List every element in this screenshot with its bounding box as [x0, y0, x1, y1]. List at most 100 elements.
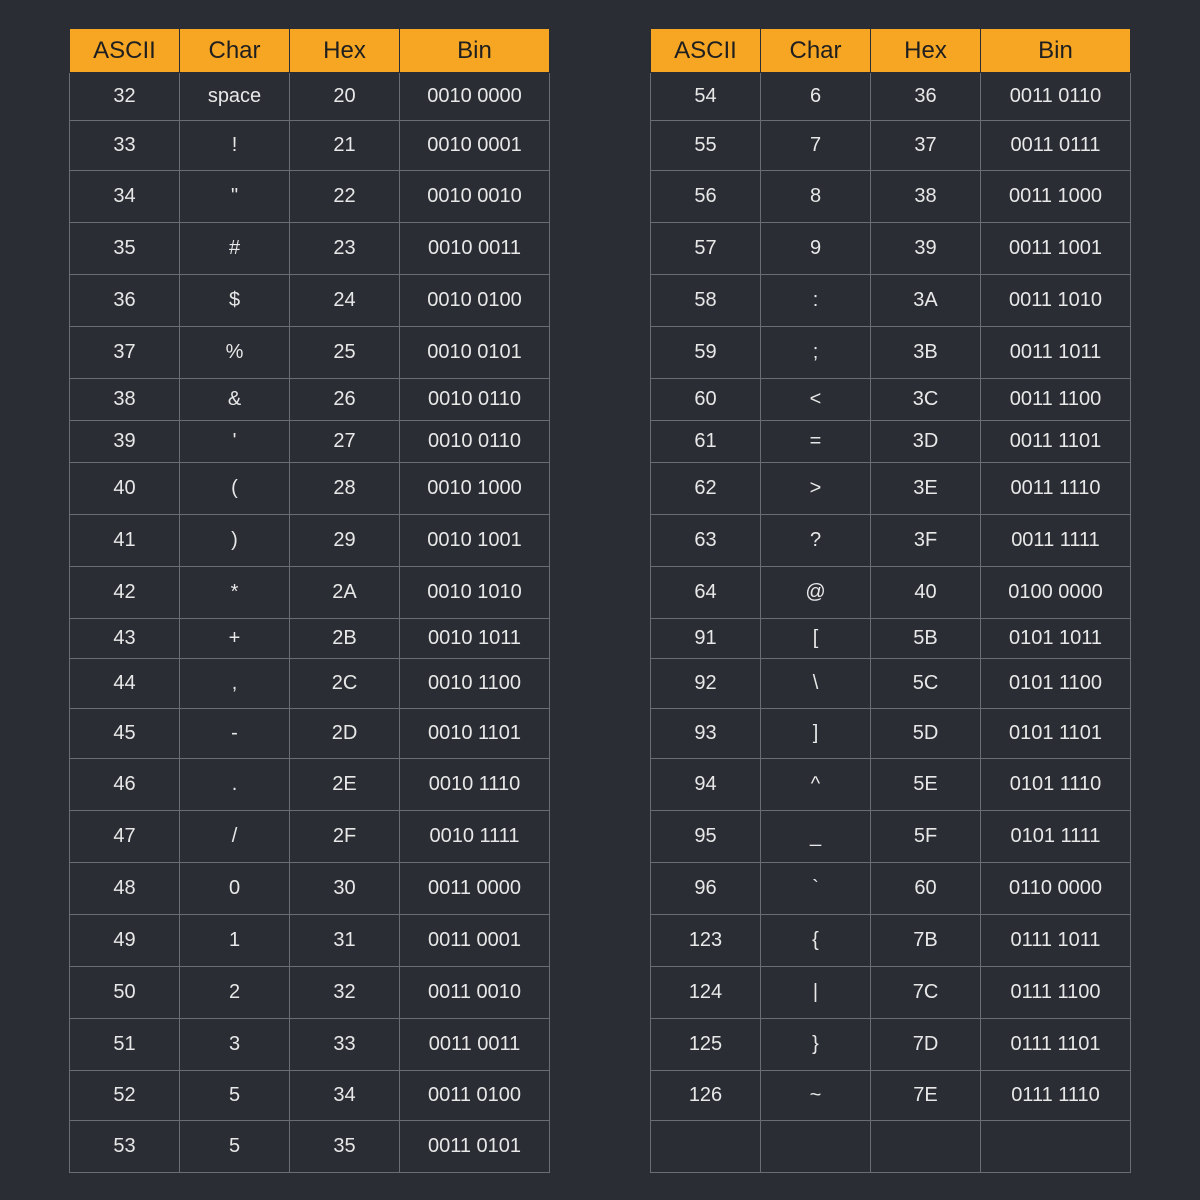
table-row: 557370011 0111 [651, 121, 1131, 171]
cell-hex: 20 [290, 73, 400, 121]
cell-bin: 0010 0011 [400, 223, 550, 275]
table-row: 44,2C0010 1100 [70, 659, 550, 709]
cell-ascii: 58 [651, 275, 761, 327]
cell-bin: 0011 1000 [981, 171, 1131, 223]
cell-char: ! [180, 121, 290, 171]
cell-hex: 22 [290, 171, 400, 223]
cell-bin: 0100 0000 [981, 567, 1131, 619]
cell-bin: 0011 1010 [981, 275, 1131, 327]
cell-ascii: 43 [70, 619, 180, 659]
cell-ascii: 36 [70, 275, 180, 327]
table-row: 124|7C0111 1100 [651, 967, 1131, 1019]
table-row: 546360011 0110 [651, 73, 1131, 121]
cell-char: ? [761, 515, 871, 567]
table-row: 93]5D0101 1101 [651, 709, 1131, 759]
cell-ascii: 39 [70, 421, 180, 463]
table-row: 491310011 0001 [70, 915, 550, 967]
cell-bin: 0010 1000 [400, 463, 550, 515]
ascii-reference-page: ASCII Char Hex Bin 32space200010 000033!… [0, 0, 1200, 1200]
cell-char: ( [180, 463, 290, 515]
cell-bin: 0110 0000 [981, 863, 1131, 915]
cell-char: [ [761, 619, 871, 659]
cell-ascii: 44 [70, 659, 180, 709]
cell-hex: 3C [871, 379, 981, 421]
cell-ascii: 123 [651, 915, 761, 967]
cell-ascii: 41 [70, 515, 180, 567]
cell-ascii: 96 [651, 863, 761, 915]
cell-char: $ [180, 275, 290, 327]
cell-ascii: 40 [70, 463, 180, 515]
cell-bin: 0011 1001 [981, 223, 1131, 275]
cell-ascii: 61 [651, 421, 761, 463]
cell-hex: 7D [871, 1019, 981, 1071]
table-row: 58:3A0011 1010 [651, 275, 1131, 327]
cell-char: ' [180, 421, 290, 463]
cell-hex: 3E [871, 463, 981, 515]
table-row: 61=3D0011 1101 [651, 421, 1131, 463]
cell-ascii: 124 [651, 967, 761, 1019]
table-row [651, 1121, 1131, 1173]
table-row: 96`600110 0000 [651, 863, 1131, 915]
cell-hex: 34 [290, 1071, 400, 1121]
cell-bin: 0010 0110 [400, 379, 550, 421]
table-row: 502320011 0010 [70, 967, 550, 1019]
ascii-table-right: ASCII Char Hex Bin 546360011 01105573700… [650, 28, 1131, 1173]
cell-bin: 0011 1101 [981, 421, 1131, 463]
cell-hex: 3A [871, 275, 981, 327]
cell-hex: 3D [871, 421, 981, 463]
cell-hex: 5E [871, 759, 981, 811]
table-row: 125}7D0111 1101 [651, 1019, 1131, 1071]
col-header-ascii: ASCII [70, 29, 180, 73]
cell-bin: 0011 0001 [400, 915, 550, 967]
table-row: 40(280010 1000 [70, 463, 550, 515]
cell-bin: 0101 1111 [981, 811, 1131, 863]
cell-hex: 39 [871, 223, 981, 275]
cell-ascii: 93 [651, 709, 761, 759]
cell-hex: 33 [290, 1019, 400, 1071]
cell-ascii: 62 [651, 463, 761, 515]
cell-ascii: 33 [70, 121, 180, 171]
cell-bin: 0010 0001 [400, 121, 550, 171]
cell-bin: 0111 1011 [981, 915, 1131, 967]
cell-ascii: 92 [651, 659, 761, 709]
table-row: 39'270010 0110 [70, 421, 550, 463]
col-header-bin: Bin [400, 29, 550, 73]
cell-char: 7 [761, 121, 871, 171]
table-header-row: ASCII Char Hex Bin [70, 29, 550, 73]
col-header-char: Char [761, 29, 871, 73]
ascii-table-left: ASCII Char Hex Bin 32space200010 000033!… [69, 28, 550, 1173]
table-row: 60<3C0011 1100 [651, 379, 1131, 421]
col-header-bin: Bin [981, 29, 1131, 73]
cell-ascii: 37 [70, 327, 180, 379]
cell-hex: 7B [871, 915, 981, 967]
cell-char: 1 [180, 915, 290, 967]
cell-hex: 7E [871, 1071, 981, 1121]
cell-bin: 0011 0110 [981, 73, 1131, 121]
cell-hex: 35 [290, 1121, 400, 1173]
table-row: 63?3F0011 1111 [651, 515, 1131, 567]
cell-ascii: 46 [70, 759, 180, 811]
cell-bin: 0010 0100 [400, 275, 550, 327]
table-row: 41)290010 1001 [70, 515, 550, 567]
cell-hex: 2B [290, 619, 400, 659]
table-row: 45-2D0010 1101 [70, 709, 550, 759]
cell-ascii: 56 [651, 171, 761, 223]
cell-bin: 0101 1100 [981, 659, 1131, 709]
cell-char: = [761, 421, 871, 463]
cell-char: . [180, 759, 290, 811]
table-row: 38&260010 0110 [70, 379, 550, 421]
cell-hex: 5B [871, 619, 981, 659]
table-row: 94^5E0101 1110 [651, 759, 1131, 811]
cell-hex: 38 [871, 171, 981, 223]
table-row: 123{7B0111 1011 [651, 915, 1131, 967]
cell-ascii: 51 [70, 1019, 180, 1071]
cell-char: ^ [761, 759, 871, 811]
cell-char: ) [180, 515, 290, 567]
cell-hex: 2E [290, 759, 400, 811]
cell-bin: 0010 0000 [400, 73, 550, 121]
cell-ascii: 126 [651, 1071, 761, 1121]
cell-char: , [180, 659, 290, 709]
table-row: 535350011 0101 [70, 1121, 550, 1173]
cell-bin: 0010 1011 [400, 619, 550, 659]
cell-hex: 40 [871, 567, 981, 619]
